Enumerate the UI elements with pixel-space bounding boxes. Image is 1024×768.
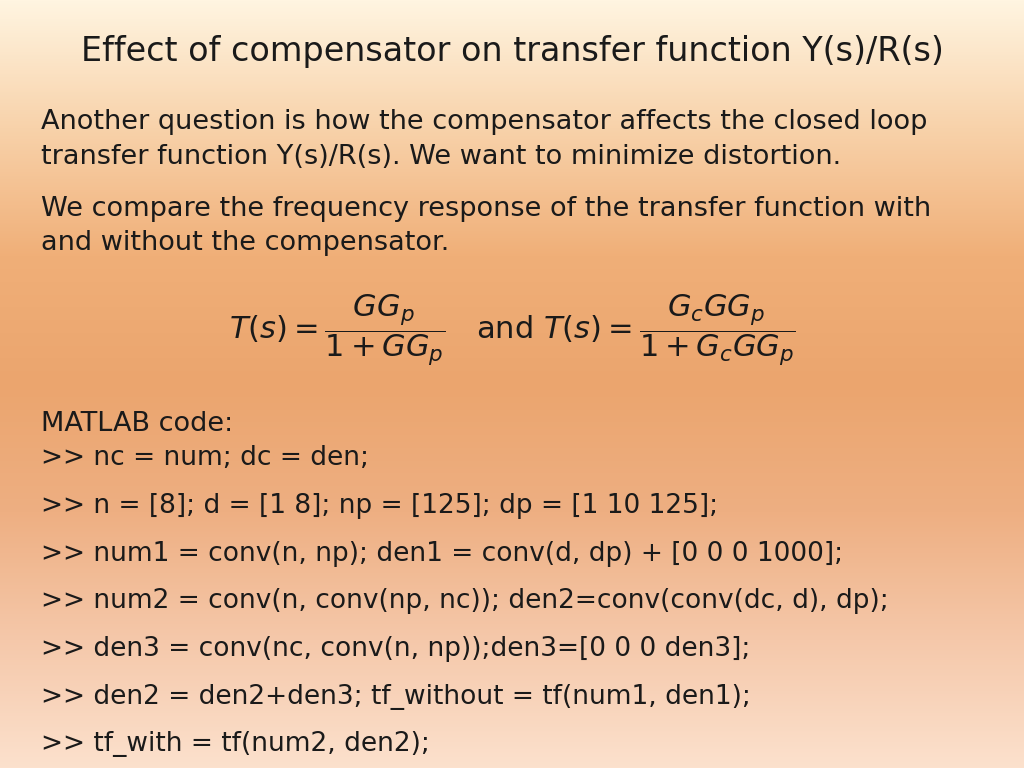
Text: We compare the frequency response of the transfer function with: We compare the frequency response of the… [41,196,931,222]
Text: >> num1 = conv(n, np); den1 = conv(d, dp) + [0 0 0 1000];: >> num1 = conv(n, np); den1 = conv(d, dp… [41,541,843,567]
Text: $T(s) = \dfrac{GG_p}{1 + GG_p}$   and $T(s) = \dfrac{G_cGG_p}{1 + G_cGG_p}$: $T(s) = \dfrac{GG_p}{1 + GG_p}$ and $T(s… [228,292,796,368]
Text: transfer function Y(s)/R(s). We want to minimize distortion.: transfer function Y(s)/R(s). We want to … [41,144,841,170]
Text: >> tf_with = tf(num2, den2);: >> tf_with = tf(num2, den2); [41,731,430,757]
Text: Effect of compensator on transfer function Y(s)/R(s): Effect of compensator on transfer functi… [81,35,943,68]
Text: and without the compensator.: and without the compensator. [41,230,450,257]
Text: >> den3 = conv(nc, conv(n, np));den3=[0 0 0 den3];: >> den3 = conv(nc, conv(n, np));den3=[0 … [41,636,751,662]
Text: MATLAB code:: MATLAB code: [41,411,233,437]
Text: >> n = [8]; d = [1 8]; np = [125]; dp = [1 10 125];: >> n = [8]; d = [1 8]; np = [125]; dp = … [41,493,718,519]
Text: Another question is how the compensator affects the closed loop: Another question is how the compensator … [41,109,928,135]
Text: >> nc = num; dc = den;: >> nc = num; dc = den; [41,445,369,472]
Text: >> num2 = conv(n, conv(np, nc)); den2=conv(conv(dc, d), dp);: >> num2 = conv(n, conv(np, nc)); den2=co… [41,588,889,614]
Text: >> den2 = den2+den3; tf_without = tf(num1, den1);: >> den2 = den2+den3; tf_without = tf(num… [41,684,751,710]
